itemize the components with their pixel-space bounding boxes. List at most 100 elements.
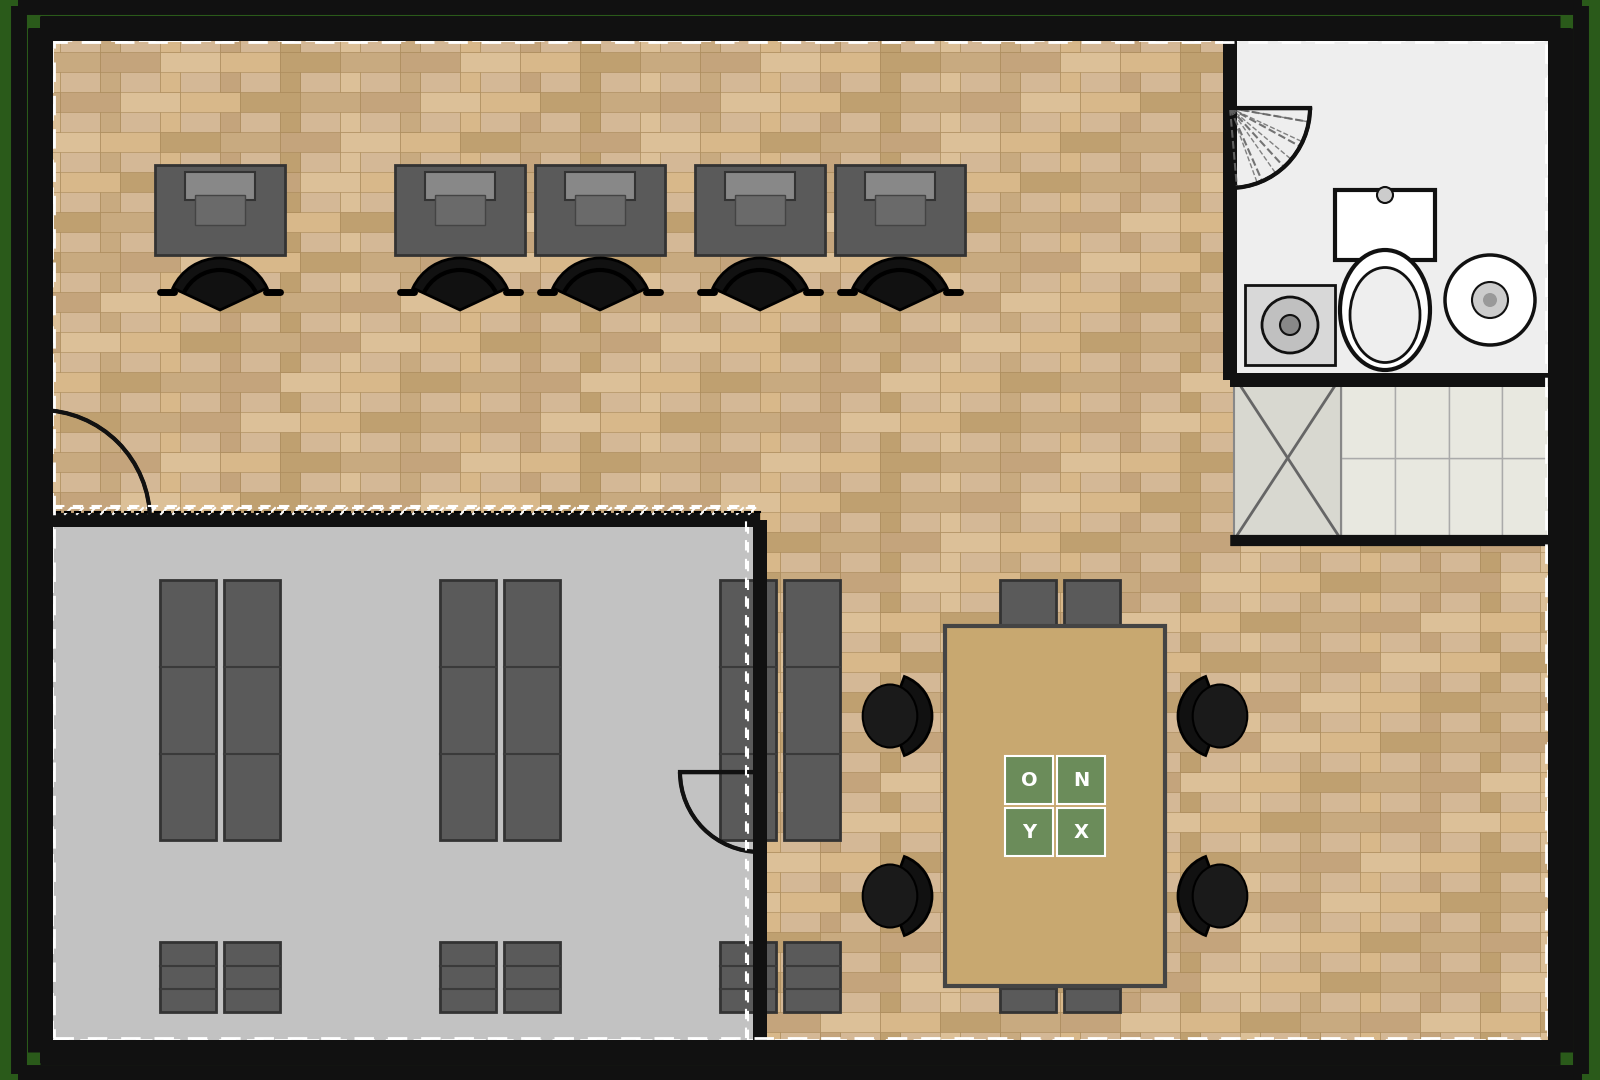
Bar <box>640 72 661 132</box>
Bar <box>179 252 240 272</box>
Bar <box>941 232 960 292</box>
Bar <box>701 932 760 951</box>
Bar <box>1058 756 1106 804</box>
Bar <box>941 772 1000 792</box>
Bar <box>1240 1032 1261 1052</box>
Bar <box>579 752 600 812</box>
Bar <box>99 772 160 792</box>
Bar <box>1480 28 1501 52</box>
Bar <box>99 872 120 932</box>
Bar <box>1334 190 1435 260</box>
Bar <box>781 732 840 752</box>
Bar <box>960 732 1021 752</box>
Bar <box>1480 152 1501 212</box>
Bar <box>640 612 701 632</box>
Bar <box>760 612 819 632</box>
Bar <box>1139 652 1200 672</box>
Bar <box>280 52 339 72</box>
Bar <box>1240 712 1261 772</box>
Bar <box>1539 612 1560 632</box>
Bar <box>224 580 280 840</box>
Bar <box>1240 292 1299 312</box>
Bar <box>461 692 520 712</box>
Bar <box>1360 28 1379 52</box>
Bar <box>160 392 179 453</box>
Bar <box>1421 28 1440 52</box>
Bar <box>400 772 461 792</box>
Bar <box>520 352 541 411</box>
Bar <box>1181 772 1240 792</box>
Bar <box>480 892 541 912</box>
Bar <box>1261 572 1320 592</box>
Bar <box>280 272 301 332</box>
Bar <box>819 432 840 492</box>
Bar <box>461 932 520 951</box>
Bar <box>880 752 899 812</box>
Bar <box>1480 432 1501 492</box>
Bar <box>819 772 880 792</box>
Bar <box>781 411 840 432</box>
Bar <box>400 712 419 772</box>
Bar <box>1539 192 1560 252</box>
Bar <box>179 972 240 993</box>
Bar <box>701 192 720 252</box>
Bar <box>701 772 760 792</box>
Bar <box>461 372 520 392</box>
Bar <box>1261 332 1320 352</box>
Bar <box>240 28 301 32</box>
Bar <box>880 72 899 132</box>
Bar <box>880 692 941 712</box>
Bar <box>1120 112 1139 172</box>
Bar <box>1539 932 1560 951</box>
Bar <box>760 672 781 732</box>
Bar <box>720 572 781 592</box>
Bar <box>1181 292 1240 312</box>
Bar <box>221 352 240 411</box>
Bar <box>1320 172 1379 192</box>
Bar <box>339 712 360 772</box>
Bar <box>160 28 179 52</box>
Bar <box>461 832 480 892</box>
Bar <box>725 172 795 200</box>
Bar <box>1181 1012 1240 1032</box>
Bar <box>1059 52 1120 72</box>
Bar <box>1379 92 1440 112</box>
Bar <box>1000 932 1059 951</box>
Bar <box>1059 472 1080 532</box>
Wedge shape <box>173 258 267 310</box>
Bar <box>480 28 541 32</box>
Bar <box>520 912 541 972</box>
Bar <box>840 972 899 993</box>
Bar <box>941 993 960 1052</box>
Bar <box>1181 453 1240 472</box>
Bar <box>781 892 840 912</box>
Bar <box>960 812 1021 832</box>
Bar <box>1299 312 1320 372</box>
Bar <box>360 892 419 912</box>
Bar <box>1200 28 1261 32</box>
Bar <box>760 512 781 572</box>
Bar <box>520 592 541 652</box>
Bar <box>1059 872 1080 932</box>
Bar <box>99 912 120 972</box>
Bar <box>520 472 541 532</box>
Bar <box>1059 152 1080 212</box>
Bar <box>819 192 840 252</box>
Bar <box>1240 852 1299 872</box>
Bar <box>461 951 480 1012</box>
Bar <box>579 712 600 772</box>
Bar <box>760 1032 781 1052</box>
Bar <box>701 612 760 632</box>
Bar <box>520 432 541 492</box>
Bar <box>1059 592 1080 652</box>
Bar <box>1261 732 1320 752</box>
Bar <box>221 72 240 132</box>
Bar <box>400 292 461 312</box>
Bar <box>1234 32 1555 376</box>
Bar <box>1360 292 1421 312</box>
Bar <box>880 392 899 453</box>
Bar <box>1539 132 1560 152</box>
Bar <box>1181 832 1200 892</box>
Bar <box>419 28 480 32</box>
Bar <box>1299 52 1360 72</box>
